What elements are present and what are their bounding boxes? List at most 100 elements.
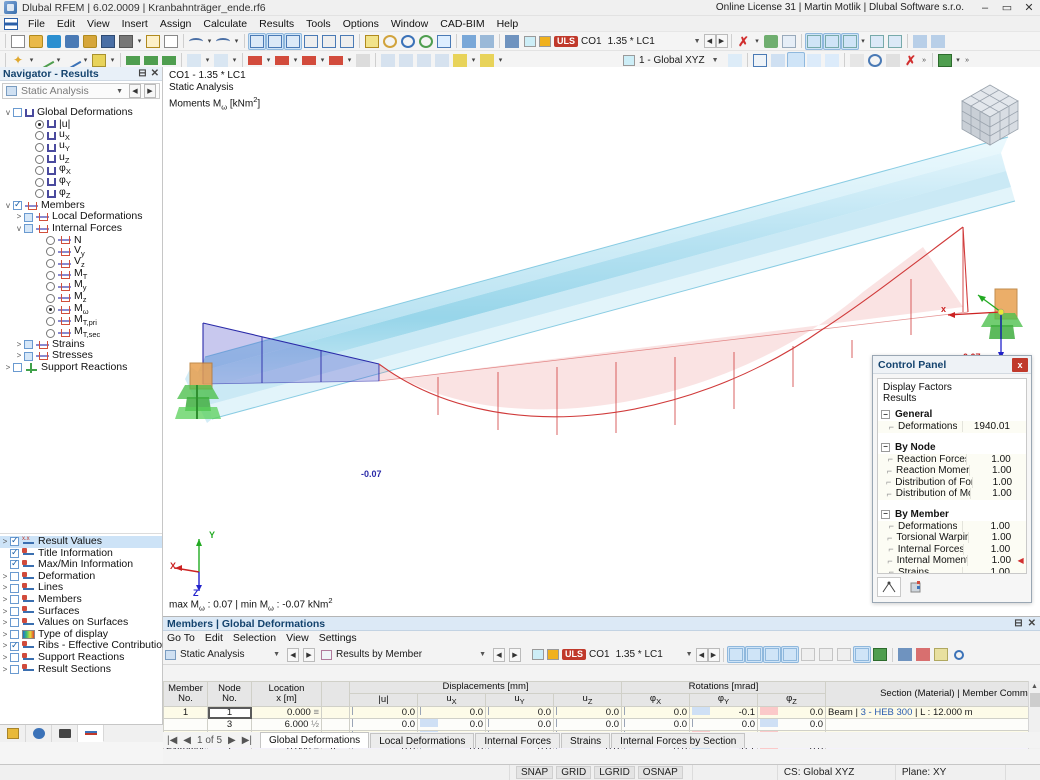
menu-view[interactable]: View [87,17,110,30]
clipping-plane-icon[interactable] [866,52,884,69]
cp-row-value[interactable]: 1.00 [963,543,1015,555]
table-results-combo[interactable]: Results by Member ▼ ◀ ▶ [321,647,521,662]
cloud-open-icon[interactable] [45,33,63,50]
tree-item-u[interactable]: uZ [0,151,162,165]
cp-row-value[interactable]: 1.00 [969,465,1016,477]
table-filter-rows-icon[interactable] [726,646,745,663]
table-results-next-button[interactable]: ▶ [509,647,521,662]
cp-row-value[interactable]: 1.00 [965,453,1015,465]
tree-item-u[interactable]: uY [0,140,162,154]
visibility-icon[interactable] [884,52,902,69]
menu-cad-bim[interactable]: CAD-BIM [440,17,485,30]
result-table-icon[interactable] [840,32,859,50]
cloud-sync-icon[interactable] [63,33,81,50]
table-load-case-chip[interactable]: ULS CO1 [529,647,613,662]
tree-item-local-deformations[interactable]: > Local Deformations [0,211,162,223]
display-checkbox[interactable] [10,572,19,582]
new-window-icon[interactable] [302,33,320,50]
snap-toggle[interactable]: SNAP [516,766,554,779]
cell-uy[interactable]: 0.0 [485,706,554,720]
tree-item-stresses[interactable]: > Stresses [0,350,162,362]
section-link[interactable]: 3 - HEB 300 [860,707,913,719]
display-item-values-on-surfaces[interactable]: > Values on Surfaces [0,617,162,629]
undo-dropdown-icon[interactable]: ▾ [207,38,212,45]
new-member-icon[interactable] [62,50,82,70]
tree-expander[interactable]: > [2,641,8,651]
table-menu-settings[interactable]: Settings [318,632,357,644]
previous-page-button[interactable]: ◀ [183,735,191,746]
tree-item-m[interactable]: MT [0,267,162,281]
tree-item-m[interactable]: Mω [0,302,162,316]
new-release-dropdown-icon[interactable]: ▾ [232,57,237,64]
display-item-title-information[interactable]: Title Information [0,547,162,560]
view-options-overflow-icon[interactable]: » [922,56,926,64]
table-analysis-dropdown-icon[interactable]: ▼ [273,651,280,658]
display-checkbox[interactable] [10,606,19,616]
display-checkbox[interactable] [10,535,19,547]
view-cube[interactable] [954,79,1026,151]
table-analysis-prev-button[interactable]: ◀ [287,647,299,662]
menu-calculate[interactable]: Calculate [203,17,248,30]
display-item-result-values[interactable]: > Result Values [0,534,162,548]
new-surface-support-icon[interactable] [160,52,178,69]
table-show-values-icon[interactable] [780,646,799,663]
result-filter-icon[interactable] [911,33,929,50]
tree-radio[interactable] [46,328,55,338]
view-navigator-tab[interactable] [26,725,52,742]
dimension-linear-icon[interactable] [397,52,415,69]
table-extremes-icon[interactable] [914,646,932,663]
table-results-prev-button[interactable]: ◀ [493,647,505,662]
load-case-dropdown-icon[interactable]: ▼ [693,37,701,45]
tree-checkbox[interactable] [24,351,33,361]
table-settings-icon[interactable] [338,33,356,50]
load-case-icon[interactable] [503,33,521,50]
display-checkbox[interactable] [10,640,19,651]
cell-ux[interactable]: 0.0 [417,718,486,732]
table-show-member-results-icon[interactable] [762,646,781,663]
pan-view-icon[interactable] [805,52,823,69]
cell-section-material[interactable] [825,718,1040,732]
open-recent-icon[interactable] [81,33,99,50]
tree-radio[interactable] [46,235,55,245]
zoom-all-icon[interactable] [399,33,417,50]
table-row[interactable]: 1 1 0.000 ≡ 0.0 0.0 0.0 0.0 0.0 -0.1 0.0 Beam | 3 … [163,706,1040,720]
col-extreme-marker[interactable] [321,681,350,708]
cell-u-abs[interactable]: 0.0 [349,706,418,720]
table-load-case-next-button[interactable]: ▶ [707,647,720,662]
tree-radio[interactable] [46,282,55,292]
tree-checkbox[interactable] [13,199,22,211]
toolbar-overflow-icon[interactable]: » [965,56,969,64]
tree-radio[interactable] [46,270,55,280]
tree-radio[interactable] [35,189,44,199]
menu-tools[interactable]: Tools [306,17,331,30]
tree-expander[interactable]: v [17,223,21,233]
cp-group-general[interactable]: − General [878,408,1026,421]
new-line-support-icon[interactable] [142,52,160,69]
tree-expander[interactable]: > [2,571,8,581]
new-member-dropdown-icon[interactable]: ▾ [83,57,88,64]
table-panel-close-icon[interactable]: ✕ [1027,618,1036,629]
tree-radio[interactable] [35,154,44,164]
display-item-ribs-effective-contribution-on-sur[interactable]: > Ribs - Effective Contribution on Sur... [0,640,210,652]
new-free-load-icon[interactable] [327,52,345,69]
col-uy[interactable]: uY [485,692,554,708]
display-checkbox[interactable] [10,630,19,640]
document-icon[interactable] [162,33,180,50]
menu-help[interactable]: Help [496,17,519,30]
tree-expander[interactable]: > [16,212,22,222]
display-item-max-min-information[interactable]: Max/Min Information [0,558,162,571]
result-values-icon[interactable] [780,33,798,50]
cp-row-distribution-of-mo[interactable]: ⌐Distribution of Mo...1.00 [878,488,1026,500]
new-node-dropdown-icon[interactable]: ▾ [29,57,34,64]
tree-expander[interactable]: > [16,351,22,361]
plane-status[interactable]: Plane: XY [896,765,1006,780]
tree-item-v[interactable]: Vz [0,255,162,270]
tree-radio[interactable] [46,247,55,257]
result-table-dropdown-icon[interactable]: ▾ [861,38,865,45]
lgrid-toggle[interactable]: LGRID [594,766,635,779]
cp-group-expander[interactable]: − [881,410,890,419]
print-dropdown-icon[interactable]: ▾ [137,38,142,45]
table-export-grid-icon[interactable] [799,646,817,663]
tree-item-support-reactions[interactable]: > Support Reactions [0,361,162,374]
